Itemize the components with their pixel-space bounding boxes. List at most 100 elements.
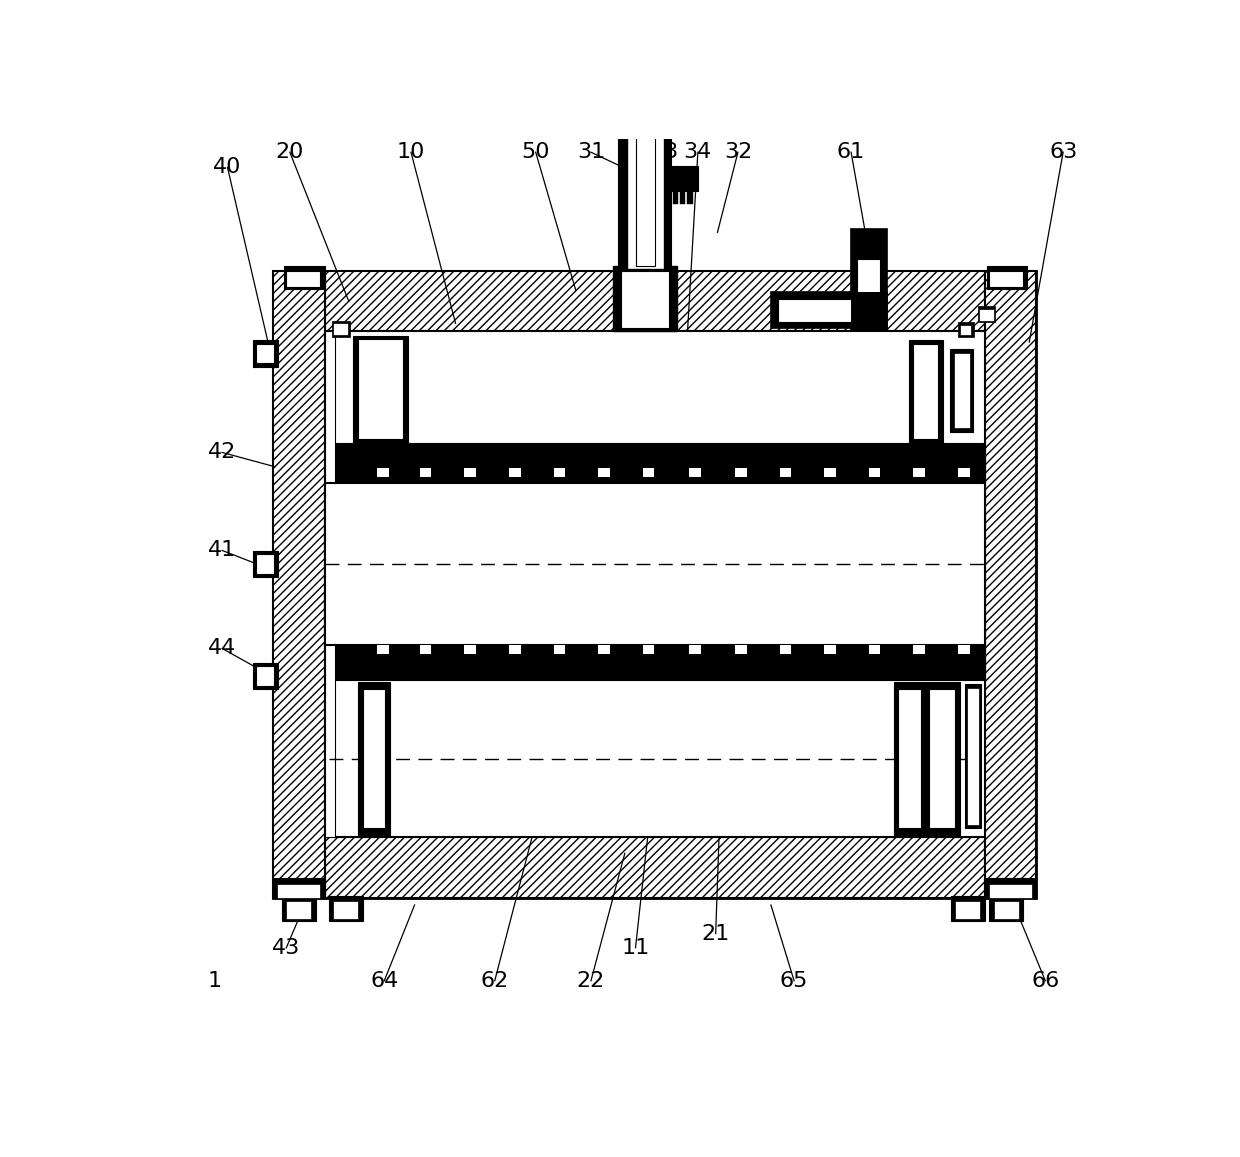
Text: 63: 63: [1049, 142, 1078, 162]
Bar: [325, 331, 985, 838]
Text: 34: 34: [683, 142, 712, 162]
Bar: [955, 901, 981, 920]
Bar: [620, 44, 671, 275]
Bar: [332, 320, 350, 337]
Bar: [909, 340, 942, 443]
Bar: [857, 259, 880, 326]
Text: 33: 33: [650, 142, 678, 162]
Bar: [735, 644, 746, 654]
Text: 20: 20: [275, 142, 304, 162]
Bar: [780, 644, 791, 654]
Bar: [689, 469, 701, 477]
Bar: [960, 325, 971, 334]
Bar: [914, 344, 939, 439]
Text: 22: 22: [577, 971, 605, 990]
Bar: [553, 469, 565, 477]
Bar: [967, 687, 980, 825]
Bar: [687, 190, 692, 204]
Bar: [951, 896, 985, 921]
Bar: [680, 190, 686, 204]
Bar: [780, 469, 791, 477]
Bar: [914, 644, 925, 654]
Bar: [358, 683, 389, 835]
Bar: [825, 469, 836, 477]
Bar: [253, 663, 278, 690]
Bar: [636, 49, 655, 266]
Bar: [286, 901, 311, 920]
Bar: [673, 190, 678, 204]
Bar: [977, 307, 996, 323]
Bar: [777, 300, 857, 323]
Text: 32: 32: [724, 142, 753, 162]
Text: 41: 41: [208, 540, 237, 560]
Bar: [620, 31, 671, 42]
Text: 50: 50: [522, 142, 551, 162]
Bar: [325, 331, 335, 838]
Text: 21: 21: [702, 923, 730, 943]
Bar: [255, 666, 274, 686]
Bar: [642, 469, 655, 477]
Bar: [465, 644, 476, 654]
Bar: [990, 271, 1023, 287]
Bar: [377, 644, 388, 654]
Bar: [334, 323, 347, 334]
Text: 42: 42: [208, 442, 237, 463]
Bar: [377, 469, 388, 477]
Bar: [253, 551, 278, 577]
Text: 40: 40: [213, 157, 242, 177]
Bar: [985, 878, 1037, 898]
Bar: [993, 901, 1018, 920]
Bar: [950, 349, 973, 432]
Bar: [924, 683, 960, 835]
Bar: [420, 644, 432, 654]
Bar: [616, 28, 675, 44]
Text: 43: 43: [272, 938, 300, 958]
Bar: [990, 884, 1032, 898]
Bar: [771, 292, 887, 327]
Bar: [353, 336, 408, 443]
Text: 11: 11: [621, 938, 650, 958]
Text: 62: 62: [481, 971, 508, 990]
Bar: [851, 229, 887, 331]
Text: 31: 31: [577, 142, 605, 162]
Bar: [929, 690, 955, 828]
Bar: [959, 469, 970, 477]
Bar: [273, 271, 325, 898]
Bar: [325, 443, 985, 484]
Bar: [987, 266, 1028, 288]
Bar: [898, 690, 920, 828]
Bar: [325, 484, 985, 644]
Bar: [286, 271, 320, 287]
Text: 61: 61: [837, 142, 866, 162]
Bar: [735, 469, 746, 477]
Text: 1: 1: [208, 971, 222, 990]
Bar: [273, 878, 325, 898]
Bar: [553, 644, 565, 654]
Bar: [980, 309, 993, 320]
Bar: [990, 896, 1023, 921]
Bar: [621, 271, 670, 327]
Bar: [278, 884, 320, 898]
Text: 64: 64: [371, 971, 398, 990]
Bar: [329, 896, 363, 921]
Bar: [255, 344, 274, 363]
Bar: [642, 644, 655, 654]
Bar: [255, 554, 274, 574]
Text: 10: 10: [397, 142, 425, 162]
Bar: [325, 838, 985, 898]
Bar: [825, 644, 836, 654]
Bar: [420, 469, 432, 477]
Bar: [325, 271, 985, 331]
Bar: [598, 469, 610, 477]
Text: 44: 44: [208, 639, 237, 658]
Bar: [869, 469, 880, 477]
Bar: [273, 271, 1037, 898]
Bar: [954, 353, 970, 428]
Bar: [689, 644, 701, 654]
Text: 66: 66: [1032, 971, 1059, 990]
Bar: [284, 266, 325, 288]
Bar: [465, 469, 476, 477]
Bar: [959, 644, 970, 654]
Bar: [508, 469, 521, 477]
Bar: [614, 266, 677, 331]
